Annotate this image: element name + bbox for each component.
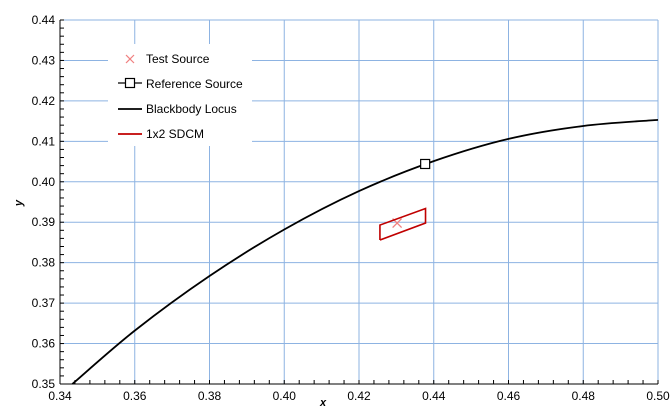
y-tick-label: 0.38 [32,256,56,270]
x-tick-label: 0.46 [497,389,521,403]
x-axis-title: x [319,397,327,409]
axes [59,19,659,385]
y-tick-label: 0.39 [32,215,56,229]
x-marker-icon [125,54,135,64]
x-tick-label: 0.48 [572,389,596,403]
y-tick-label: 0.44 [32,13,56,27]
legend: Test Source Reference Source Blackbody L… [108,44,252,146]
y-tick-label: 0.35 [32,377,56,391]
y-axis-title: y [13,199,25,207]
sdcm-quadrangle [379,207,427,241]
square-marker-icon [124,77,136,89]
x-tick-label: 0.50 [646,389,670,403]
reference-source-point [420,158,431,170]
y-tick-label: 0.36 [32,337,56,351]
tick-labels: 0.34 0.36 0.38 0.40 0.42 0.44 0.46 0.48 0.50 0.35… [32,13,670,403]
y-tick-label: 0.40 [32,175,56,189]
x-tick-label: 0.42 [347,389,371,403]
chart-marks [71,119,659,385]
x-tick-label: 0.36 [123,389,147,403]
legend-label-reference-source: Reference Source [146,77,243,91]
legend-label-test-source: Test Source [146,52,210,66]
legend-item-sdcm: 1x2 SDCM [118,127,204,141]
legend-item-reference-source: Reference Source [118,77,243,91]
legend-item-test-source: Test Source [125,52,210,66]
x-tick-label: 0.44 [422,389,446,403]
x-tick-label: 0.40 [273,389,297,403]
y-tick-label: 0.41 [32,134,56,148]
x-tick-label: 0.34 [48,389,72,403]
legend-label-sdcm: 1x2 SDCM [146,127,204,141]
legend-label-blackbody-locus: Blackbody Locus [146,102,237,116]
x-tick-label: 0.38 [198,389,222,403]
legend-item-blackbody-locus: Blackbody Locus [118,102,237,116]
y-tick-label: 0.37 [32,296,56,310]
y-tick-label: 0.42 [32,94,56,108]
y-tick-label: 0.43 [32,53,56,67]
blackbody-locus-line [71,119,659,385]
